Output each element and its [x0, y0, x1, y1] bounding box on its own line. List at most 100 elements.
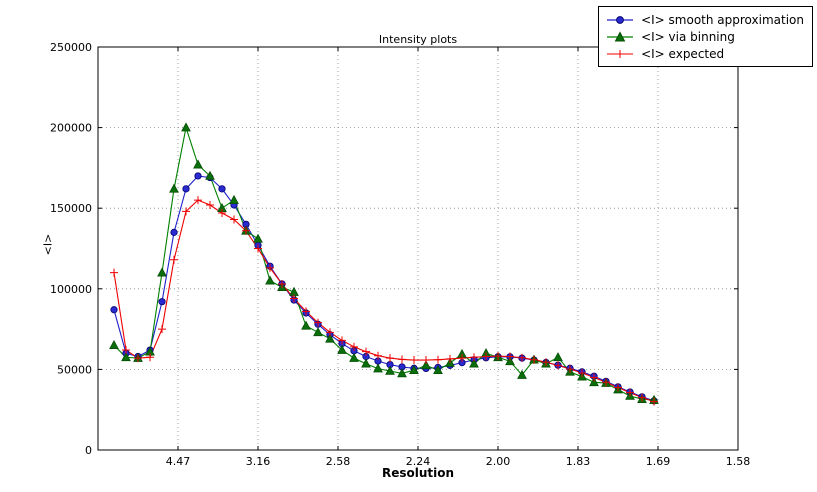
data-point-plus	[458, 354, 466, 363]
data-point-triangle	[397, 368, 407, 378]
data-point-circle	[170, 228, 178, 236]
x-tick-label: 1.83	[566, 455, 591, 468]
data-point-triangle	[517, 369, 527, 379]
data-point-triangle	[349, 352, 359, 362]
data-point-plus	[194, 196, 202, 205]
data-point-plus	[122, 346, 130, 355]
legend-entry-expected: <I> expected	[605, 45, 804, 62]
data-point-circle	[158, 298, 166, 306]
data-point-plus	[590, 373, 598, 382]
data-point-circle	[110, 306, 118, 314]
y-tick-label: 200000	[50, 122, 92, 135]
data-point-triangle	[373, 363, 383, 373]
data-point-circle	[182, 185, 190, 193]
data-point-plus	[494, 352, 502, 361]
data-point-plus	[158, 325, 166, 334]
legend-label: <I> smooth approximation	[641, 12, 804, 27]
data-point-triangle	[289, 286, 299, 296]
data-point-triangle	[181, 122, 191, 132]
data-point-triangle	[229, 194, 239, 204]
legend-entry-smooth: <I> smooth approximation	[605, 11, 804, 28]
data-point-triangle	[205, 170, 215, 180]
data-point-plus	[398, 355, 406, 364]
legend: <I> smooth approximation <I> via binning…	[598, 6, 813, 67]
data-point-plus	[410, 356, 418, 365]
legend-entry-binning: <I> via binning	[605, 28, 804, 45]
data-point-triangle	[193, 159, 203, 169]
data-point-plus	[170, 255, 178, 264]
data-point-plus	[386, 354, 394, 363]
data-point-triangle	[409, 364, 419, 375]
data-point-triangle	[169, 183, 179, 193]
data-point-plus	[554, 361, 562, 370]
x-tick-label: 3.16	[246, 455, 271, 468]
data-point-triangle	[157, 267, 167, 277]
data-point-plus	[206, 200, 214, 209]
data-point-triangle	[469, 358, 479, 368]
data-point-triangle	[265, 275, 275, 285]
data-point-triangle	[361, 358, 371, 368]
data-point-plus	[146, 353, 154, 362]
data-point-plus	[218, 209, 226, 218]
data-point-plus	[278, 279, 286, 288]
data-point-plus	[446, 354, 454, 363]
x-axis-label: Resolution	[381, 466, 455, 480]
x-tick-label: 1.58	[726, 455, 751, 468]
data-point-plus	[254, 244, 262, 253]
data-point-plus	[326, 328, 334, 337]
data-point-plus	[290, 294, 298, 303]
data-point-triangle	[253, 233, 263, 243]
x-tick-label: 2.58	[326, 455, 351, 468]
data-point-plus	[530, 355, 538, 364]
data-point-triangle	[313, 327, 323, 337]
data-point-plus	[650, 397, 658, 406]
data-point-plus	[626, 388, 634, 397]
y-tick-label: 50000	[57, 363, 92, 376]
data-point-plus	[314, 318, 322, 327]
data-point-plus	[566, 365, 574, 374]
y-tick-label: 0	[85, 444, 92, 457]
data-point-plus	[638, 393, 646, 402]
data-point-triangle	[109, 339, 119, 350]
data-point-circle	[218, 185, 226, 193]
y-tick-label: 150000	[50, 202, 92, 215]
series-line-triangle	[113, 125, 655, 401]
series-line-plus	[113, 199, 655, 403]
data-point-plus	[506, 352, 514, 361]
legend-label: <I> expected	[641, 46, 725, 61]
data-point-plus	[134, 354, 142, 363]
x-tick-label: 1.69	[646, 455, 671, 468]
red-plus-marker-icon	[607, 49, 634, 58]
blue-circle-marker-icon	[607, 15, 634, 24]
x-tick-label: 2.00	[486, 455, 511, 468]
data-point-circle	[194, 172, 202, 180]
data-point-plus	[470, 353, 478, 362]
data-point-triangle	[421, 360, 431, 370]
x-tick-label: 4.47	[166, 455, 191, 468]
y-tick-label: 100000	[50, 283, 92, 296]
y-tick-label: 250000	[50, 41, 92, 54]
data-point-plus	[518, 353, 526, 362]
data-point-plus	[362, 347, 370, 356]
data-point-plus	[350, 342, 358, 351]
data-point-triangle	[325, 333, 335, 343]
data-point-plus	[374, 351, 382, 360]
data-point-triangle	[589, 377, 599, 387]
data-point-plus	[422, 356, 430, 365]
data-point-triangle	[337, 344, 347, 354]
data-point-plus	[614, 383, 622, 392]
data-point-triangle	[385, 365, 395, 375]
x-tick-label: 2.24	[406, 455, 431, 468]
data-point-plus	[602, 378, 610, 387]
y-axis-label: <I>	[41, 233, 55, 256]
data-point-triangle	[505, 356, 515, 366]
data-point-triangle	[301, 320, 311, 330]
data-point-plus	[482, 352, 490, 361]
data-point-plus	[338, 336, 346, 345]
data-point-triangle	[433, 364, 443, 375]
chart-title: Intensity plots	[378, 33, 458, 46]
data-point-triangle	[553, 352, 563, 362]
data-point-triangle	[121, 352, 131, 362]
